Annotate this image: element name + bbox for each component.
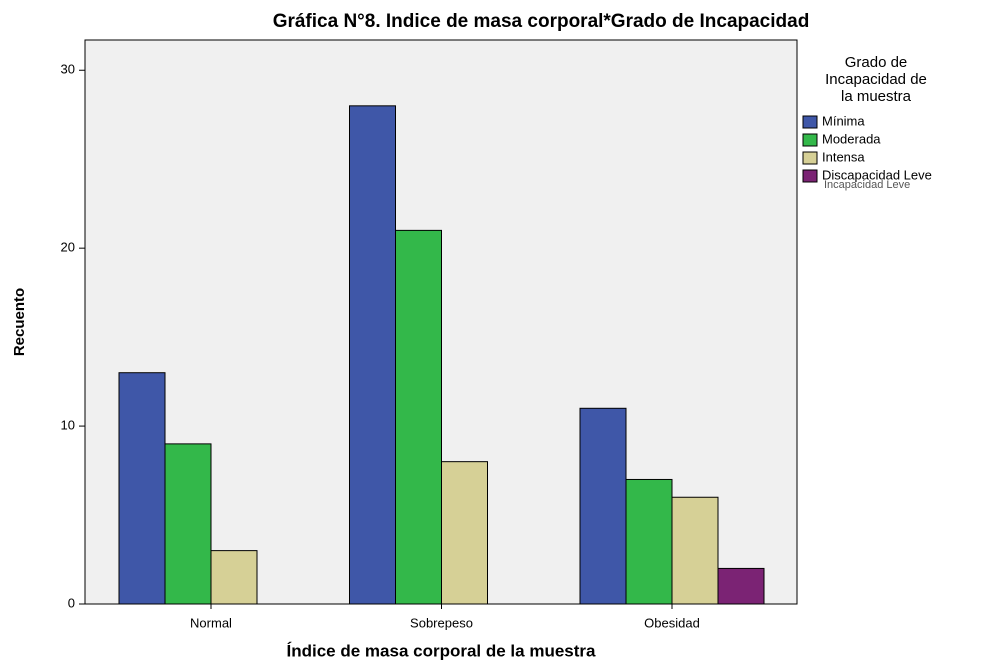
x-tick-label: Obesidad — [644, 615, 700, 630]
legend-label: Mínima — [822, 113, 865, 128]
y-tick-label: 10 — [61, 418, 75, 433]
legend-overlay: Incapacidad Leve — [824, 179, 910, 191]
bar — [717, 567, 765, 605]
legend-swatch — [802, 133, 818, 147]
bar — [671, 496, 719, 605]
x-tick-label: Normal — [190, 615, 232, 630]
y-tick-label: 20 — [61, 240, 75, 255]
legend-label: Discapacidad Leve — [822, 167, 932, 182]
bar — [441, 461, 488, 605]
bar — [210, 550, 258, 605]
y-axis-title: Recuento — [11, 288, 28, 356]
y-tick-label: 0 — [68, 595, 75, 610]
bar — [579, 407, 627, 605]
chart-title: Gráfica N°8. Indice de masa corporal*Gra… — [273, 11, 810, 32]
bar — [164, 443, 212, 605]
legend-swatch — [802, 169, 818, 183]
legend-title: Incapacidad de — [825, 71, 927, 88]
bar — [625, 478, 673, 605]
legend-title: Grado de — [845, 54, 908, 71]
legend-label: Moderada — [822, 131, 881, 146]
legend-label: Intensa — [822, 149, 865, 164]
legend-swatch — [802, 115, 818, 129]
bar — [395, 229, 442, 605]
legend-title: la muestra — [841, 88, 912, 105]
bar — [118, 372, 166, 605]
legend-swatch — [802, 151, 818, 165]
y-tick-label: 30 — [61, 62, 75, 77]
x-axis-title: Índice de masa corporal de la muestra — [287, 641, 597, 660]
bar — [349, 105, 396, 605]
x-tick-label: Sobrepeso — [410, 615, 473, 630]
